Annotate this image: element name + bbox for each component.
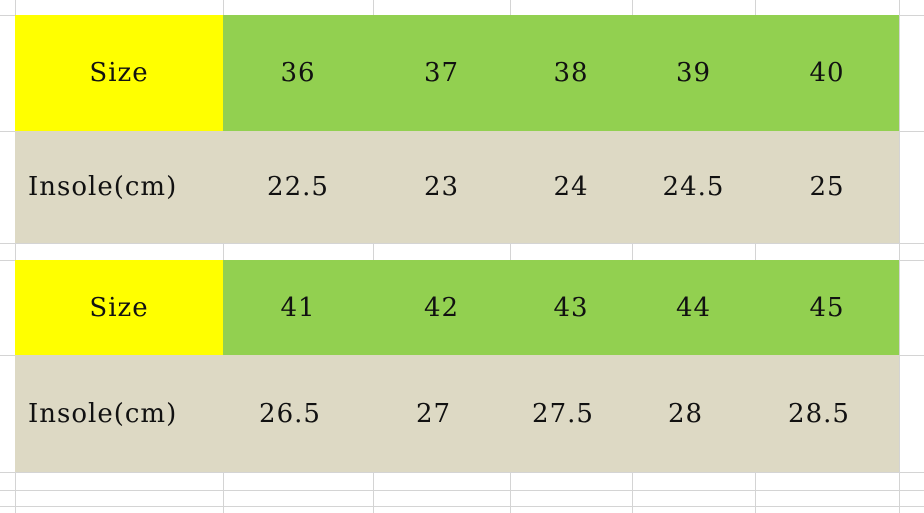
insole-cell: 24 bbox=[510, 131, 632, 243]
insole-cell: 26.5 bbox=[223, 355, 373, 472]
size-cell: 44 bbox=[632, 260, 755, 355]
insole-label: Insole(cm) bbox=[15, 131, 223, 243]
insole-label: Insole(cm) bbox=[15, 355, 223, 472]
insole-cell: 22.5 bbox=[223, 131, 373, 243]
size-row-1: Size 36 37 38 39 40 bbox=[15, 15, 899, 131]
grid-line bbox=[15, 0, 16, 513]
insole-cell: 23 bbox=[373, 131, 510, 243]
insole-cell: 28.5 bbox=[755, 355, 899, 472]
grid-line bbox=[0, 472, 924, 473]
grid-line bbox=[0, 243, 924, 244]
insole-cell: 27.5 bbox=[510, 355, 632, 472]
grid-line bbox=[373, 0, 374, 513]
size-cell: 36 bbox=[223, 15, 373, 131]
grid-line bbox=[755, 0, 756, 513]
size-cell: 42 bbox=[373, 260, 510, 355]
grid-line bbox=[0, 490, 924, 491]
size-cell: 45 bbox=[755, 260, 899, 355]
size-cell: 41 bbox=[223, 260, 373, 355]
size-row-2: Size 41 42 43 44 45 bbox=[15, 260, 899, 355]
grid-line bbox=[899, 0, 900, 513]
insole-row-1: Insole(cm) 22.5 23 24 24.5 25 bbox=[15, 131, 899, 243]
size-label: Size bbox=[15, 15, 223, 131]
size-cell: 37 bbox=[373, 15, 510, 131]
grid-line bbox=[223, 0, 224, 513]
insole-cell: 24.5 bbox=[632, 131, 755, 243]
grid-line bbox=[510, 0, 511, 513]
size-cell: 39 bbox=[632, 15, 755, 131]
insole-cell: 27 bbox=[373, 355, 510, 472]
insole-row-2: Insole(cm) 26.5 27 27.5 28 28.5 bbox=[15, 355, 899, 472]
insole-cell: 25 bbox=[755, 131, 899, 243]
insole-cell: 28 bbox=[632, 355, 755, 472]
size-cell: 38 bbox=[510, 15, 632, 131]
grid-line bbox=[632, 0, 633, 513]
grid-line bbox=[0, 506, 924, 507]
size-label: Size bbox=[15, 260, 223, 355]
size-cell: 43 bbox=[510, 260, 632, 355]
size-cell: 40 bbox=[755, 15, 899, 131]
